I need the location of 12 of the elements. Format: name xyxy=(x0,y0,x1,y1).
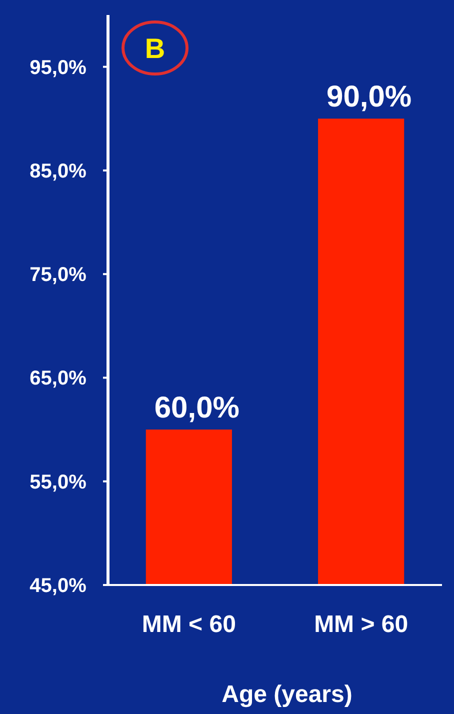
y-tick-label: 95,0% xyxy=(30,56,87,79)
annotation: B xyxy=(144,33,166,64)
y-tick-label: 85,0% xyxy=(30,160,87,182)
data-label: 60,0% xyxy=(154,392,240,425)
y-tick-label: 45,0% xyxy=(30,575,87,597)
data-label: 90,0% xyxy=(326,80,412,114)
y-tick-label: 55,0% xyxy=(30,471,87,494)
x-tick-label: MM > 60 xyxy=(314,611,408,638)
y-tick-label: 75,0% xyxy=(30,264,87,286)
x-axis-title: Age (years) xyxy=(222,681,352,708)
x-tick-label: MM < 60 xyxy=(142,611,236,638)
y-tick-label: 65,0% xyxy=(30,368,87,390)
